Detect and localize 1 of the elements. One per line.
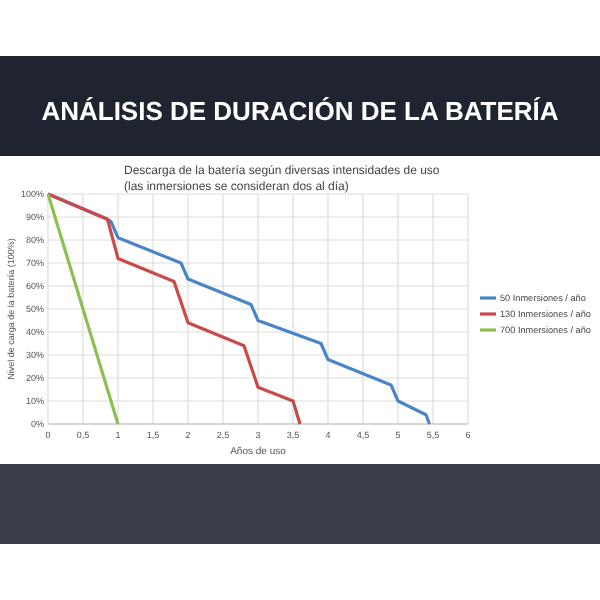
chart-title: ANÁLISIS DE DURACIÓN DE LA BATERÍA (41, 96, 560, 126)
